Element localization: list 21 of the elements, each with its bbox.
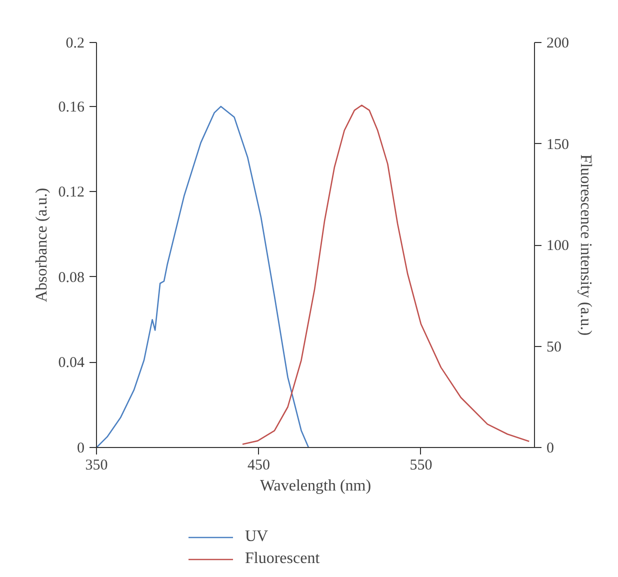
y-axis-title: Absorbance (a.u.) (33, 188, 50, 302)
y2-tick-label: 150 (546, 136, 569, 153)
y2-tick-label: 100 (546, 238, 569, 254)
x-tick-label: 450 (247, 458, 270, 474)
y-tick-label: 0.2 (66, 36, 84, 52)
y2-axis-title: Fluorescence intensity (a.u.) (577, 154, 594, 336)
x-axis-title: Wavelength (nm) (260, 478, 372, 494)
y-tick-label: 0 (77, 440, 84, 456)
legend-label: UV (245, 528, 268, 546)
y-tick-label: 0.16 (58, 99, 85, 116)
y-tick-label: 0.04 (58, 355, 85, 372)
y-tick-label: 0.08 (58, 270, 84, 286)
y2-tick-label: 50 (546, 339, 562, 356)
line-series (242, 104, 530, 445)
y2-tick-label: 0 (546, 440, 554, 456)
x-tick-label: 350 (85, 458, 108, 474)
line-series (96, 106, 310, 448)
y2-tick-label: 200 (546, 36, 569, 52)
y-tick-label: 0.12 (58, 184, 84, 201)
legend-label: Fluorescent (245, 550, 320, 568)
x-tick-label: 550 (410, 458, 432, 474)
